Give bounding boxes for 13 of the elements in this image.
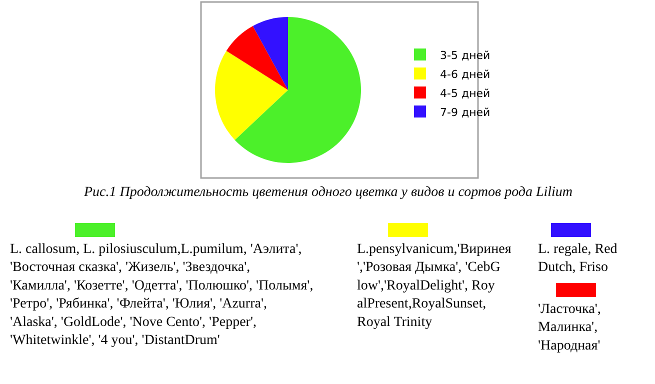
pie-slice (252, 17, 288, 90)
text: L.pensylvanicum,'Виринея','Розовая Дымка', 'CebGlow','RoyalDelight', RoyalPresent,RoyalSunset, Royal Trinity (357, 242, 512, 330)
text: Рис.1 Продолжительность цветения одного цветка у видов и сортов рода Lilium (83, 185, 573, 200)
legend-label: 4-6 дней (440, 68, 490, 81)
legend-label: 3-5 дней (440, 48, 490, 62)
text: L. regale, Red Dutch, Friso (538, 242, 618, 276)
legend-label: 4-5 дней (440, 86, 490, 100)
legend-label: 7-9 дней (440, 106, 490, 119)
text: L. callosum, L. pilosiusculum,L.pumilum, 'Аэлита', 'Восточная сказка', 'Жизель', 'Звездочка', 'Камилла', 'Козетте', 'Одетта', 'Полюшко', 'Полымя', 'Ретро', 'Рябинка', 'Флейта', 'Юлия', 'Azurra', 'Alaska', 'GoldLode', 'Nove Cento', 'Pepper', 'Whitetwinkle', '4 you', 'DistantDrum' (10, 242, 314, 348)
pie-slice (234, 17, 361, 163)
pie-slice (215, 50, 288, 140)
pie-slice (226, 26, 288, 90)
text: 'Ласточка', Малинка', 'Народная' (538, 302, 601, 354)
